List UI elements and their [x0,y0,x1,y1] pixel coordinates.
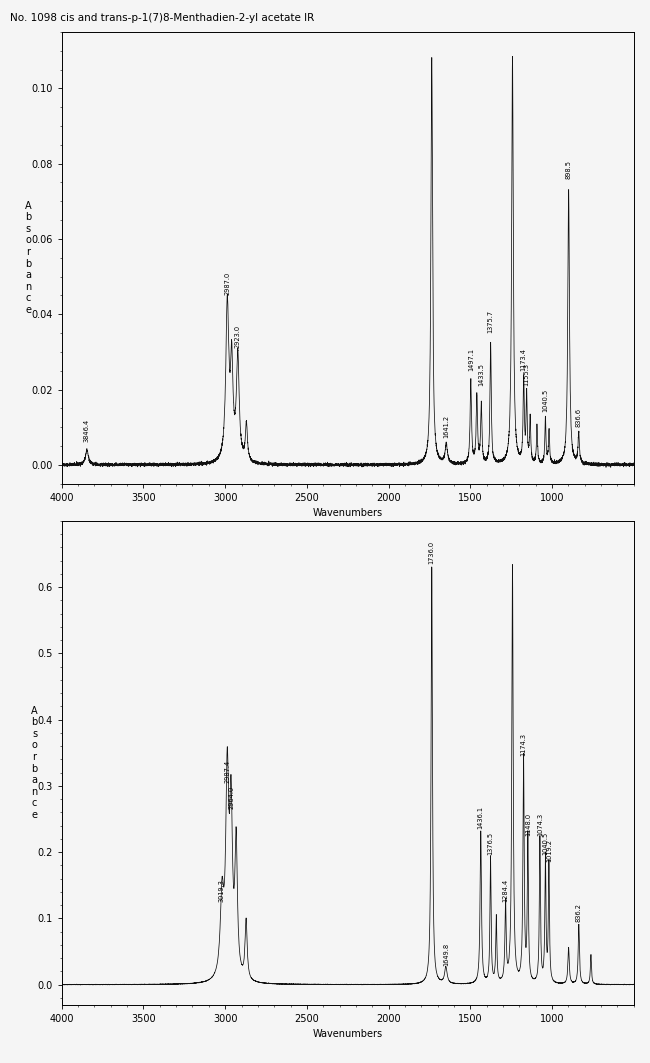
Text: 1497.1: 1497.1 [468,348,474,371]
Text: 2987.4: 2987.4 [224,759,230,782]
Text: 1433.5: 1433.5 [478,362,484,386]
Text: 836.2: 836.2 [576,902,582,922]
Text: 2923.0: 2923.0 [235,325,240,349]
Text: 1040.5: 1040.5 [542,832,549,856]
Text: 1148.0: 1148.0 [525,812,531,836]
Text: 1019.2: 1019.2 [546,839,552,862]
Y-axis label: A
b
s
o
r
b
a
n
c
e: A b s o r b a n c e [31,706,38,820]
Y-axis label: A
b
s
o
r
b
a
n
c
e: A b s o r b a n c e [25,201,32,315]
Text: 3019.3: 3019.3 [219,879,225,901]
Text: 1173.4: 1173.4 [521,348,526,371]
Text: 1174.3: 1174.3 [521,733,526,756]
Text: 1155.3: 1155.3 [524,362,530,386]
Text: 1436.1: 1436.1 [478,806,484,829]
X-axis label: Wavenumbers: Wavenumbers [313,508,383,519]
Text: 1641.2: 1641.2 [443,416,449,439]
Text: 836.6: 836.6 [576,408,582,427]
X-axis label: Wavenumbers: Wavenumbers [313,1029,383,1040]
Text: 1284.4: 1284.4 [502,879,508,901]
Text: 1736.0: 1736.0 [429,541,435,564]
Text: 2987.0: 2987.0 [224,272,230,296]
Text: 1375.7: 1375.7 [488,310,493,333]
Text: 1649.8: 1649.8 [443,943,449,966]
Text: 898.5: 898.5 [566,159,571,179]
Text: 1376.5: 1376.5 [488,832,493,856]
Text: 3846.4: 3846.4 [84,419,90,442]
Text: 1040.5: 1040.5 [542,389,549,412]
Text: 1074.3: 1074.3 [537,812,543,836]
Text: No. 1098 cis and trans-p-1(7)8-Menthadien-2-yl acetate IR: No. 1098 cis and trans-p-1(7)8-Menthadie… [10,13,314,22]
Text: 2964.0: 2964.0 [228,786,234,809]
